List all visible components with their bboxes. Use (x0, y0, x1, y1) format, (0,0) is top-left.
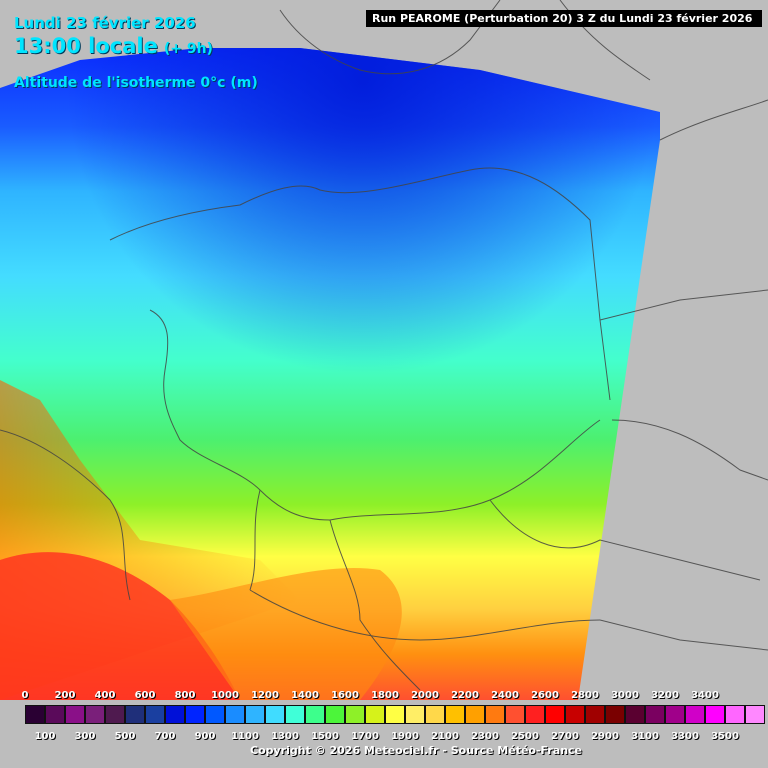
copyright: Copyright © 2026 Meteociel.fr - Source M… (250, 744, 583, 757)
legend-swatch (125, 705, 145, 724)
legend-swatch (525, 705, 545, 724)
legend-swatch (405, 705, 425, 724)
legend-label-bottom: 700 (154, 731, 176, 742)
legend-label-top: 3400 (691, 690, 719, 701)
legend-label-bottom: 100 (34, 731, 56, 742)
legend-label-bottom: 1900 (391, 731, 419, 742)
legend-swatch (465, 705, 485, 724)
legend-swatch (365, 705, 385, 724)
legend-label-bottom: 2300 (471, 731, 499, 742)
legend-label-bottom: 3300 (671, 731, 699, 742)
legend-swatch (665, 705, 685, 724)
legend-label-bottom: 1500 (311, 731, 339, 742)
legend-swatch (685, 705, 705, 724)
legend-swatch (285, 705, 305, 724)
legend-label-top: 3000 (611, 690, 639, 701)
legend-label-top: 0 (21, 690, 29, 701)
legend-label-bottom: 900 (194, 731, 216, 742)
legend-swatch (305, 705, 325, 724)
legend-swatch (445, 705, 465, 724)
legend-label-top: 2200 (451, 690, 479, 701)
legend-swatch (325, 705, 345, 724)
legend-label-bottom: 3100 (631, 731, 659, 742)
legend-label-bottom: 2900 (591, 731, 619, 742)
legend-swatch (645, 705, 665, 724)
legend-label-top: 1800 (371, 690, 399, 701)
color-legend: 0 200 400 600 800 1000 1200 1400 1600 1800 2000 220… (0, 688, 768, 768)
legend-swatch (505, 705, 525, 724)
local-time: 13:00 locale (14, 34, 158, 58)
run-banner: Run PEAROME (Perturbation 20) 3 Z du Lun… (366, 10, 762, 27)
legend-swatch (585, 705, 605, 724)
legend-label-bottom: 500 (114, 731, 136, 742)
legend-swatch (625, 705, 645, 724)
legend-label-top: 1200 (251, 690, 279, 701)
legend-label-bottom: 1100 (231, 731, 259, 742)
legend-swatch (245, 705, 265, 724)
legend-swatch (105, 705, 125, 724)
legend-swatch (165, 705, 185, 724)
legend-swatch (205, 705, 225, 724)
lead-time-offset: (+ 9h) (163, 41, 213, 57)
legend-label-bottom: 2700 (551, 731, 579, 742)
legend-label-top: 800 (174, 690, 196, 701)
legend-swatch (705, 705, 725, 724)
legend-swatch (345, 705, 365, 724)
legend-swatch (185, 705, 205, 724)
legend-label-top: 2400 (491, 690, 519, 701)
legend-label-top: 3200 (651, 690, 679, 701)
legend-swatch (265, 705, 285, 724)
legend-swatch (605, 705, 625, 724)
legend-swatch (45, 705, 65, 724)
parameter-title: Altitude de l'isotherme 0°c (m) (14, 75, 258, 91)
legend-label-bottom: 3500 (711, 731, 739, 742)
legend-label-top: 2600 (531, 690, 559, 701)
legend-label-top: 2000 (411, 690, 439, 701)
legend-label-bottom: 1300 (271, 731, 299, 742)
legend-label-bottom: 2500 (511, 731, 539, 742)
legend-label-top: 1000 (211, 690, 239, 701)
legend-label-top: 600 (134, 690, 156, 701)
legend-label-bottom: 300 (74, 731, 96, 742)
legend-swatch (725, 705, 745, 724)
legend-swatch (745, 705, 765, 724)
legend-swatch (145, 705, 165, 724)
legend-label-top: 400 (94, 690, 116, 701)
legend-label-top: 2800 (571, 690, 599, 701)
legend-swatch (65, 705, 85, 724)
legend-swatch (25, 705, 45, 724)
legend-swatch (85, 705, 105, 724)
legend-swatch (485, 705, 505, 724)
forecast-date: Lundi 23 février 2026 (14, 14, 196, 32)
legend-label-top: 200 (54, 690, 76, 701)
forecast-time: 13:00 locale (+ 9h) (14, 34, 213, 58)
legend-label-top: 1400 (291, 690, 319, 701)
legend-label-bottom: 1700 (351, 731, 379, 742)
legend-swatch (545, 705, 565, 724)
legend-label-top: 1600 (331, 690, 359, 701)
legend-label-bottom: 2100 (431, 731, 459, 742)
legend-swatch (385, 705, 405, 724)
legend-swatch (565, 705, 585, 724)
legend-swatch (425, 705, 445, 724)
legend-swatch (225, 705, 245, 724)
